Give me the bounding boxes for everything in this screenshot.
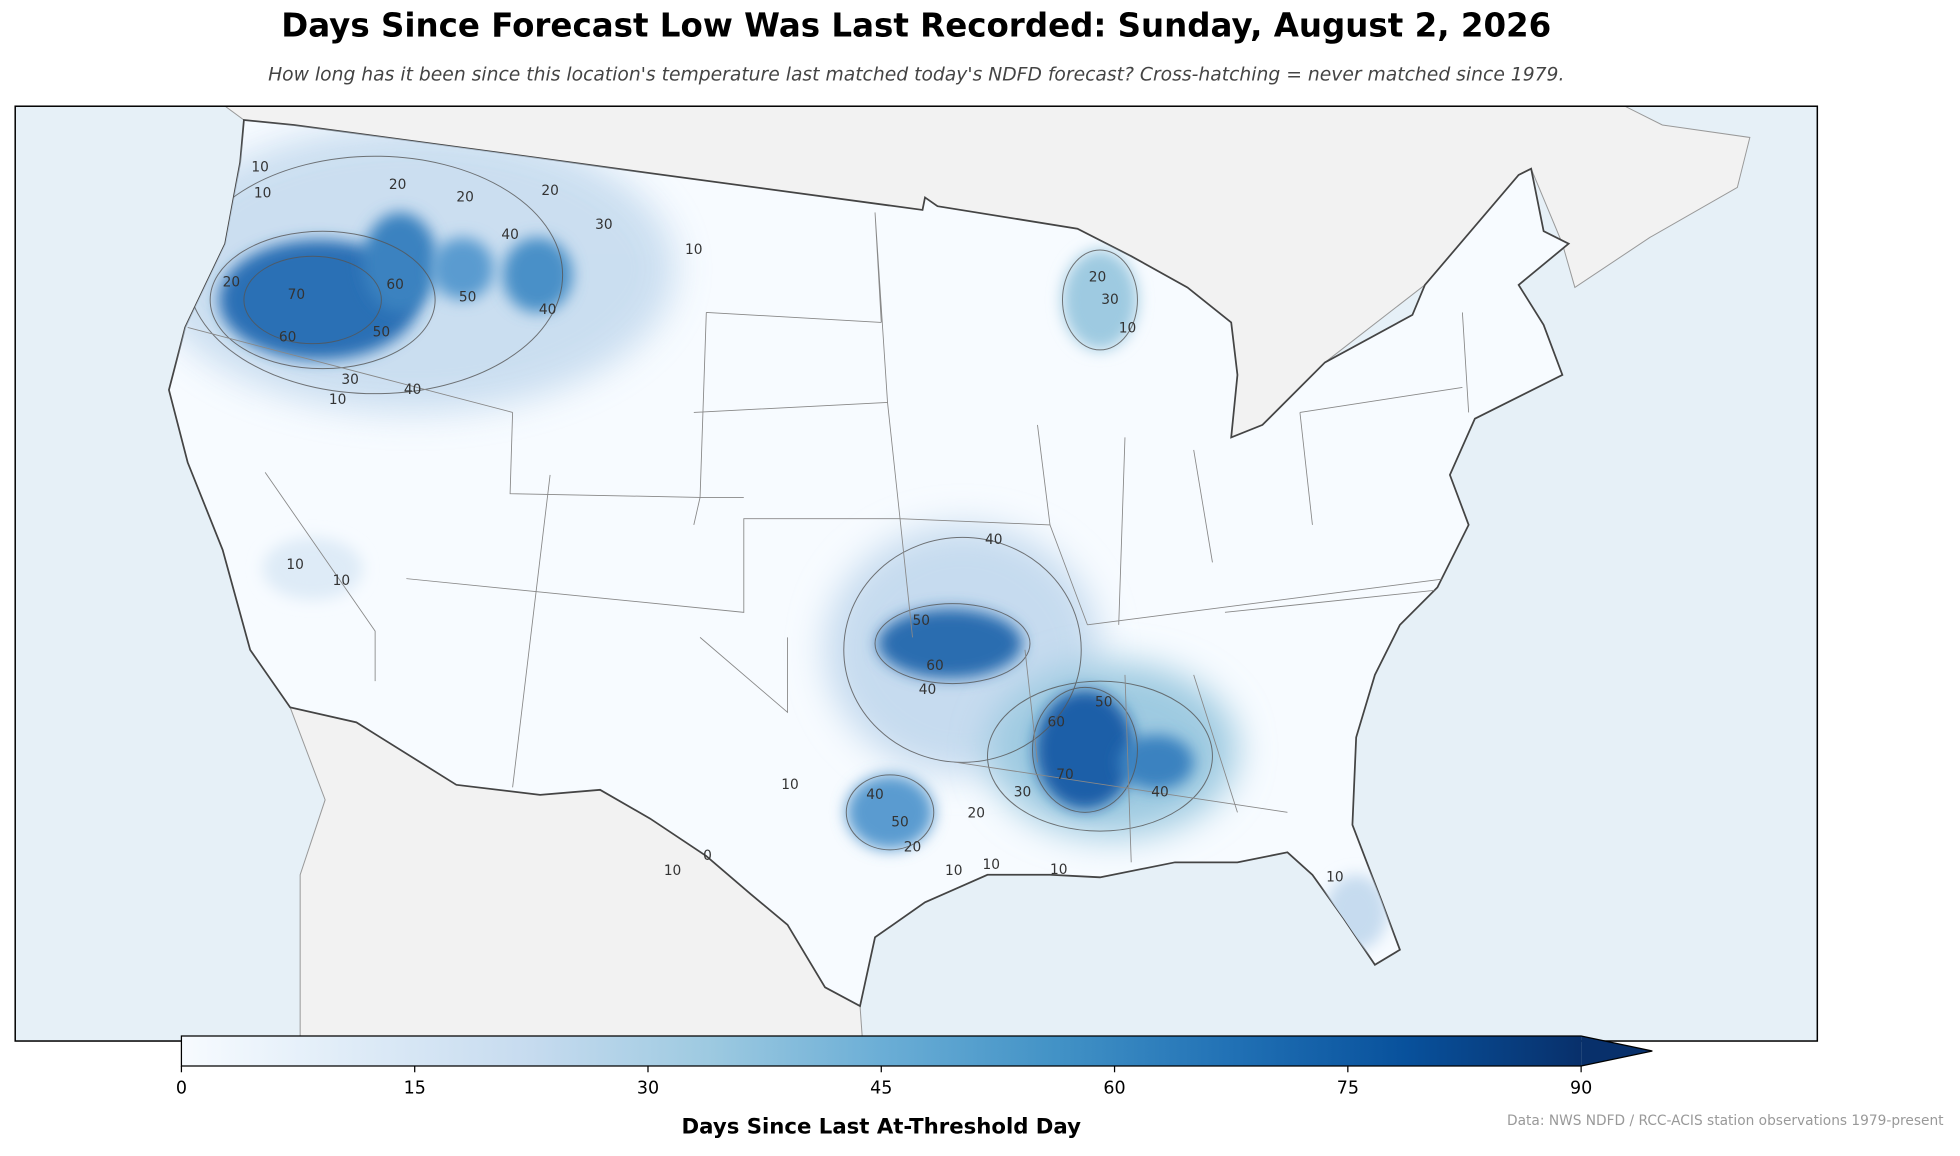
shading [168,124,1475,950]
contour-label: 40 [866,787,883,803]
contour-label: 60 [386,277,403,293]
contour-label: 40 [985,532,1002,548]
colorbar-body [181,1036,1582,1067]
contour-label: 50 [1095,694,1112,710]
colorbar-tick-label: 75 [1337,1079,1359,1099]
contour-label: 50 [913,613,930,629]
contour-label: 20 [904,839,921,855]
contour-label: 30 [595,217,612,233]
contour-label: 30 [1014,784,1031,800]
contour-label: 40 [404,382,421,398]
contour-label: 20 [1089,269,1106,285]
contour-label: 20 [541,183,558,199]
contour-label: 10 [1326,869,1343,885]
contour-label: 0 [703,848,712,864]
contour-label: 60 [926,658,943,674]
contour-label: 70 [288,287,305,303]
contour-label: 50 [373,324,390,340]
contour-label: 60 [279,329,296,345]
source-note: Data: NWS NDFD / RCC-ACIS station observ… [1507,1113,1944,1129]
colorbar-tick-label: 15 [404,1079,426,1099]
contour-label: 10 [945,863,962,879]
contour-label: 20 [223,274,240,290]
contour-label: 10 [781,777,798,793]
contour-label: 10 [254,186,271,202]
contour-label: 50 [459,289,476,305]
contour-label: 20 [968,806,985,822]
contour-label: 10 [685,242,702,258]
contour-label: 10 [329,392,346,408]
contour-label: 40 [1151,784,1168,800]
colorbar-tick-label: 45 [870,1079,892,1099]
colorbar-tick-label: 60 [1103,1079,1125,1099]
colorbar-outline [180,1035,1653,1067]
contour-label: 50 [891,814,908,830]
contour-label: 20 [456,189,473,205]
colorbar-tick-label: 0 [176,1079,187,1099]
contour-label: 10 [286,557,303,573]
contour-label: 10 [983,857,1000,873]
contour-label: 40 [539,302,556,318]
contour-label: 20 [389,177,406,193]
contour-label: 10 [1119,321,1136,337]
colorbar-tick-label: 90 [1570,1079,1592,1099]
subtitle: How long has it been since this location… [268,64,1564,85]
colorbar-tick-label: 30 [637,1079,659,1099]
contour-label: 10 [1050,862,1067,878]
title: Days Since Forecast Low Was Last Recorde… [281,6,1551,44]
contour-label: 10 [333,573,350,589]
colorbar-label: Days Since Last At-Threshold Day [682,1114,1082,1139]
contour-label: 40 [919,682,936,698]
colorbar-extend [1581,1036,1653,1067]
contour-label: 10 [664,863,681,879]
contour-label: 40 [501,227,518,243]
contour-label: 70 [1056,767,1073,783]
contour-label: 60 [1047,714,1064,730]
contour-label: 30 [1101,292,1118,308]
contour-label: 30 [341,372,358,388]
colorbar: 0 15 30 45 60 75 90 [176,1035,1653,1099]
contour-label: 10 [251,159,268,175]
